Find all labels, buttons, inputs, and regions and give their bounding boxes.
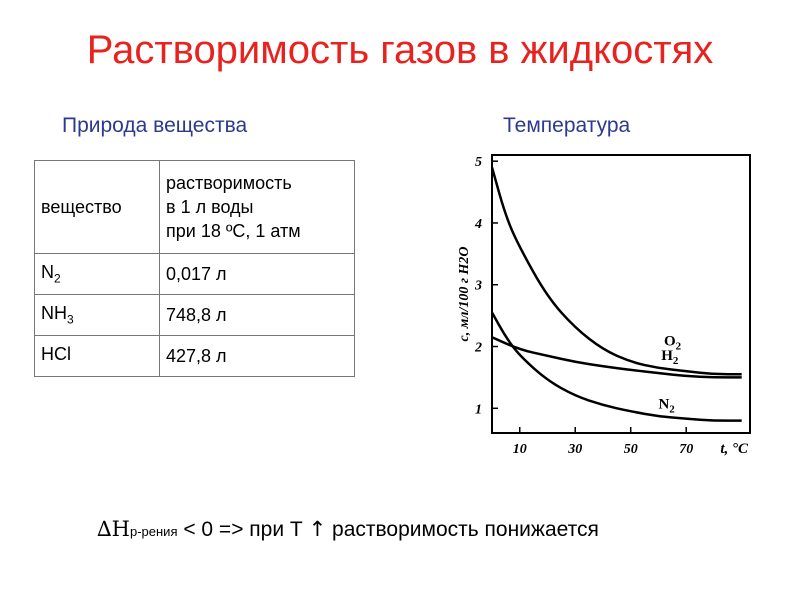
header-solubility-line2: в 1 л воды — [166, 197, 254, 217]
table-header-row: вещество растворимость в 1 л воды при 18… — [34, 160, 355, 254]
header-substance: вещество — [34, 160, 160, 254]
substance-base: HCl — [41, 344, 71, 365]
page-title: Растворимость газов в жидкостях — [86, 28, 714, 72]
delta-h: ∆H — [97, 517, 130, 541]
x-tick-label-10: 10 — [513, 442, 527, 457]
substance-subscript: 2 — [54, 271, 61, 286]
delta-h-subscript: р-рения — [129, 524, 178, 539]
x-tick-label-30: 30 — [567, 442, 582, 457]
temperature-heading: Температура — [503, 114, 631, 137]
solubility-cell: 748,8 л — [159, 294, 355, 336]
y-tick-label-3: 3 — [474, 279, 482, 294]
header-solubility-line1: растворимость — [166, 173, 292, 193]
conclusion-text-2: растворимость понижается — [326, 518, 599, 541]
y-tick-label-2: 2 — [474, 341, 482, 356]
solubility-cell: 0,017 л — [159, 253, 355, 295]
substance-subscript: 3 — [67, 312, 74, 327]
series-line-o2 — [490, 167, 742, 376]
table-row: HCl 427,8 л — [34, 335, 355, 377]
substance-cell: NH3 — [34, 294, 160, 336]
x-axis-label: t, °C — [720, 441, 749, 457]
series-line-n2 — [490, 311, 742, 422]
series-label-o2: O2 — [664, 334, 682, 353]
solubility-table: вещество растворимость в 1 л воды при 18… — [34, 160, 355, 377]
plot-frame — [491, 154, 751, 434]
x-tick-label-50: 50 — [624, 442, 638, 457]
substance-cell: N2 — [34, 253, 160, 295]
solubility-cell: 427,8 л — [159, 335, 355, 377]
nature-heading: Природа вещества — [62, 114, 248, 137]
series-label-h2: H2 — [661, 348, 679, 367]
table-row: N2 0,017 л — [34, 253, 355, 295]
substance-base: NH — [41, 303, 67, 324]
header-solubility: растворимость в 1 л воды при 18 ºС, 1 ат… — [159, 160, 355, 254]
y-tick-label-5: 5 — [475, 155, 482, 170]
series-label-n2: N2 — [658, 396, 675, 415]
x-tick-label-70: 70 — [679, 442, 693, 457]
series-line-h2 — [491, 336, 742, 379]
substance-base: N — [41, 262, 54, 283]
up-arrow-icon: ↑ — [308, 517, 327, 541]
conclusion-text-1: < 0 => при Т — [177, 518, 309, 541]
y-tick-label-1: 1 — [475, 402, 482, 417]
header-solubility-line3: при 18 ºС, 1 атм — [166, 221, 301, 241]
y-axis-label: c, мл/100 г H2O — [457, 246, 472, 341]
y-tick-label-4: 4 — [474, 217, 482, 232]
table-row: NH3 748,8 л — [34, 294, 355, 336]
substance-cell: HCl — [34, 335, 160, 377]
conclusion-line: ∆Hр-рения < 0 => при Т ↑ растворимость п… — [97, 517, 599, 542]
